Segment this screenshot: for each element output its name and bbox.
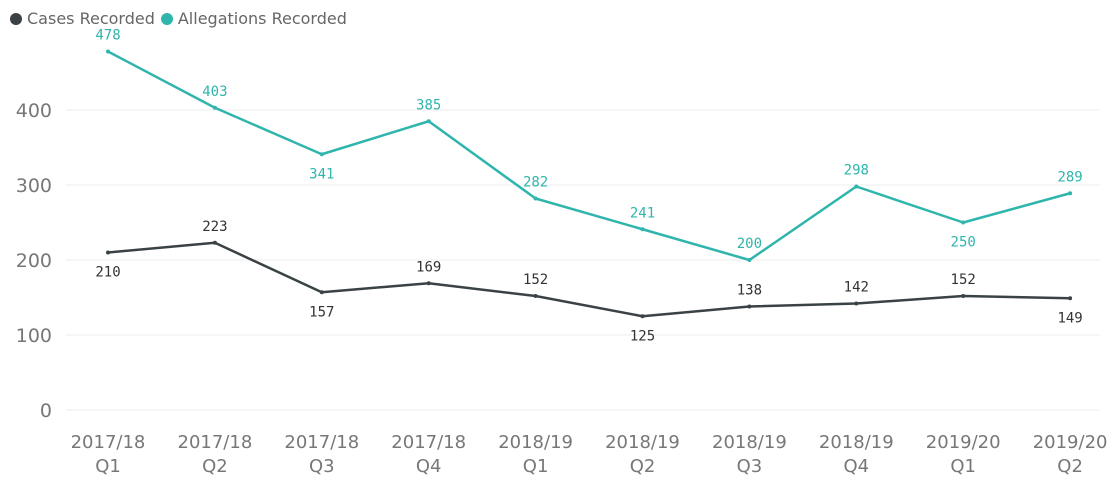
y-tick-label: 200 — [16, 250, 52, 272]
legend-item-cases[interactable]: Cases Recorded — [10, 9, 155, 28]
allegations-point[interactable] — [961, 220, 966, 225]
y-tick-label: 100 — [16, 325, 52, 347]
cases-point[interactable] — [854, 301, 859, 306]
allegations-data-label: 385 — [416, 97, 441, 113]
x-tick-label: Q1 — [95, 456, 121, 477]
allegations-point[interactable] — [640, 227, 645, 232]
legend-marker-cases — [10, 12, 22, 25]
allegations-point[interactable] — [426, 119, 431, 124]
cases-point[interactable] — [212, 240, 217, 245]
cases-data-label: 152 — [523, 272, 548, 288]
x-tick-label: 2017/18 — [71, 432, 146, 453]
allegations-point[interactable] — [747, 258, 752, 262]
series-line-allegations — [107, 50, 1071, 262]
legend-label-cases: Cases Recorded — [27, 9, 155, 28]
y-tick-label: 400 — [16, 100, 52, 122]
cases-data-label: 142 — [844, 280, 869, 296]
series-line-cases — [107, 241, 1071, 318]
allegations-point[interactable] — [533, 196, 538, 201]
cases-data-label: 210 — [95, 265, 120, 281]
x-tick-label: 2018/19 — [498, 432, 573, 453]
x-tick-label: 2019/20 — [926, 432, 1001, 453]
x-tick-label: 2018/19 — [605, 432, 680, 453]
x-tick-label: 2018/19 — [712, 432, 787, 453]
x-tick-label: 2017/18 — [284, 432, 359, 453]
allegations-data-label: 241 — [630, 205, 655, 221]
allegations-point[interactable] — [212, 105, 217, 110]
allegations-data-label: 200 — [737, 236, 762, 252]
x-tick-label: 2019/20 — [1033, 432, 1108, 453]
cases-point[interactable] — [747, 304, 752, 309]
y-tick-label: 0 — [40, 400, 52, 422]
allegations-data-label: 250 — [951, 235, 976, 251]
x-tick-label: Q4 — [843, 456, 869, 477]
allegations-data-label: 341 — [309, 166, 334, 182]
x-tick-label: Q3 — [737, 456, 763, 477]
cases-data-label: 157 — [309, 304, 334, 320]
x-tick-label: Q2 — [1057, 456, 1083, 477]
x-tick-label: Q1 — [950, 456, 976, 477]
legend-item-allegations[interactable]: Allegations Recorded — [160, 9, 347, 28]
x-tick-label: Q2 — [202, 456, 228, 477]
x-tick-label: Q3 — [309, 456, 335, 477]
legend: Cases Recorded Allegations Recorded — [10, 9, 353, 28]
x-tick-label: 2018/19 — [819, 432, 894, 453]
cases-data-label: 138 — [737, 283, 762, 299]
allegations-point[interactable] — [319, 152, 324, 157]
allegations-data-label: 478 — [95, 28, 120, 44]
allegations-data-label: 289 — [1057, 169, 1082, 185]
cases-data-label: 152 — [951, 272, 976, 288]
allegations-point[interactable] — [854, 184, 859, 189]
x-tick-label: 2017/18 — [391, 432, 466, 453]
x-tick-label: Q4 — [416, 456, 442, 477]
x-tick-label: Q1 — [523, 456, 549, 477]
cases-point[interactable] — [319, 290, 324, 295]
cases-data-label: 149 — [1057, 310, 1082, 326]
x-tick-label: Q2 — [630, 456, 656, 477]
y-tick-label: 300 — [16, 175, 52, 197]
cases-data-label: 223 — [202, 219, 227, 235]
cases-point[interactable] — [533, 294, 538, 298]
allegations-data-label: 282 — [523, 175, 548, 191]
allegations-point[interactable] — [1068, 191, 1073, 196]
cases-data-label: 125 — [630, 328, 655, 344]
cases-data-label: 169 — [416, 259, 441, 275]
legend-label-allegations: Allegations Recorded — [177, 9, 347, 28]
legend-marker-allegations — [160, 12, 173, 25]
cases-point[interactable] — [961, 294, 966, 298]
cases-point[interactable] — [640, 314, 645, 319]
allegations-data-label: 403 — [202, 84, 227, 100]
x-tick-label: 2017/18 — [178, 432, 253, 453]
cases-point[interactable] — [426, 281, 431, 286]
allegations-point[interactable] — [106, 49, 110, 54]
cases-point[interactable] — [1068, 296, 1073, 301]
allegations-data-label: 298 — [844, 163, 869, 179]
cases-point[interactable] — [106, 250, 110, 255]
